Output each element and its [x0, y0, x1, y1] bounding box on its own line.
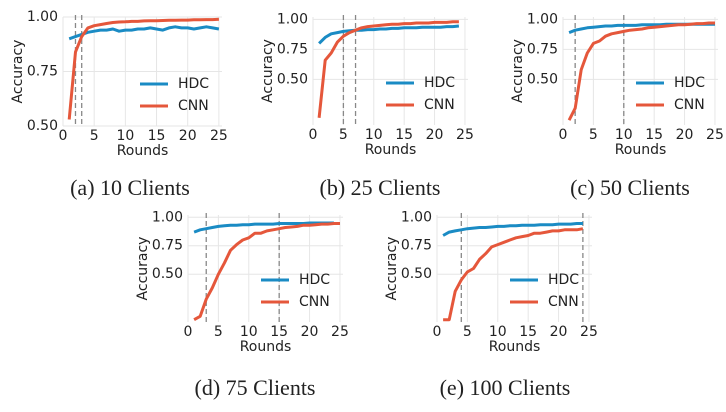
x-tick-label: 15 [395, 127, 413, 143]
x-tick-label: 0 [559, 127, 568, 143]
x-tick-label: 5 [90, 128, 99, 144]
x-tick-label: 10 [240, 324, 258, 340]
legend-label: CNN [424, 97, 455, 113]
y-tick-label: 0.50 [27, 118, 58, 134]
y-tick-label: 1.00 [527, 11, 558, 27]
x-tick-label: 25 [456, 127, 474, 143]
series-line [67, 17, 219, 120]
y-axis-label: Accuracy [260, 39, 276, 103]
legend-label: HDC [674, 75, 705, 91]
x-axis-label: Rounds [117, 143, 169, 159]
legend-label: CNN [178, 98, 209, 114]
legend-label: HDC [178, 76, 209, 92]
y-tick-label: 0.50 [527, 71, 558, 87]
y-tick-label: 1.00 [152, 209, 183, 225]
series-line [318, 24, 460, 45]
x-tick-label: 15 [645, 127, 663, 143]
y-tick-label: 0.50 [277, 71, 308, 87]
x-tick-label: 20 [676, 127, 694, 143]
x-tick-label: 0 [184, 324, 193, 340]
y-tick-label: 0.75 [27, 64, 58, 80]
legend-label: HDC [548, 272, 579, 288]
x-tick-label: 20 [550, 324, 568, 340]
x-tick-label: 10 [116, 128, 134, 144]
y-tick-label: 0.50 [152, 266, 183, 282]
x-tick-label: 25 [210, 128, 228, 144]
series-line [443, 227, 584, 322]
y-axis-label: Accuracy [384, 237, 400, 301]
x-tick-label: 5 [463, 324, 472, 340]
x-tick-label: 10 [489, 324, 507, 340]
y-tick-label: 0.75 [527, 41, 558, 57]
x-tick-label: 20 [179, 128, 197, 144]
x-tick-label: 0 [433, 324, 442, 340]
series-line [567, 21, 715, 121]
y-tick-label: 0.50 [401, 266, 432, 282]
caption: (e) 100 Clients [440, 375, 571, 400]
series-line [193, 221, 334, 234]
y-tick-label: 0.75 [401, 238, 432, 254]
x-axis-label: Rounds [240, 339, 292, 355]
x-axis-label: Rounds [615, 142, 667, 158]
x-axis-label: Rounds [489, 339, 541, 355]
series-line [68, 25, 220, 41]
caption: (a) 10 Clients [70, 175, 190, 200]
caption: (c) 50 Clients [570, 175, 690, 200]
series-line [442, 222, 583, 237]
x-tick-label: 20 [301, 324, 319, 340]
x-tick-label: 25 [580, 324, 598, 340]
legend-label: HDC [424, 75, 455, 91]
caption: (d) 75 Clients [195, 375, 316, 400]
y-axis-label: Accuracy [510, 39, 526, 103]
x-tick-label: 15 [148, 128, 166, 144]
y-tick-label: 1.00 [401, 209, 432, 225]
y-axis-label: Accuracy [10, 40, 26, 104]
x-tick-label: 5 [214, 324, 223, 340]
x-tick-label: 10 [615, 127, 633, 143]
x-tick-label: 25 [706, 127, 724, 143]
x-tick-label: 10 [365, 127, 383, 143]
x-tick-label: 15 [519, 324, 537, 340]
x-tick-label: 0 [309, 127, 318, 143]
y-tick-label: 1.00 [277, 11, 308, 27]
legend-label: CNN [299, 294, 330, 310]
x-tick-label: 20 [426, 127, 444, 143]
legend-label: HDC [299, 272, 330, 288]
y-tick-label: 0.75 [152, 238, 183, 254]
series-line [193, 222, 340, 322]
x-tick-label: 25 [331, 324, 349, 340]
x-tick-label: 5 [339, 127, 348, 143]
x-tick-label: 15 [270, 324, 288, 340]
caption: (b) 25 Clients [320, 175, 441, 200]
series-line [317, 20, 459, 118]
legend-label: CNN [674, 97, 705, 113]
x-axis-label: Rounds [365, 142, 417, 158]
y-axis-label: Accuracy [135, 237, 151, 301]
x-tick-label: 5 [589, 127, 598, 143]
y-tick-label: 0.75 [277, 41, 308, 57]
legend-label: CNN [548, 294, 579, 310]
y-tick-label: 1.00 [27, 9, 58, 25]
x-tick-label: 0 [59, 128, 68, 144]
